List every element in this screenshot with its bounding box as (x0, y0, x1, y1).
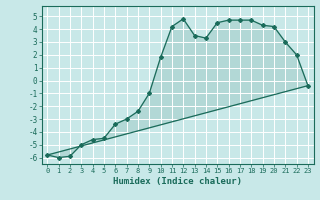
X-axis label: Humidex (Indice chaleur): Humidex (Indice chaleur) (113, 177, 242, 186)
Polygon shape (47, 19, 308, 158)
